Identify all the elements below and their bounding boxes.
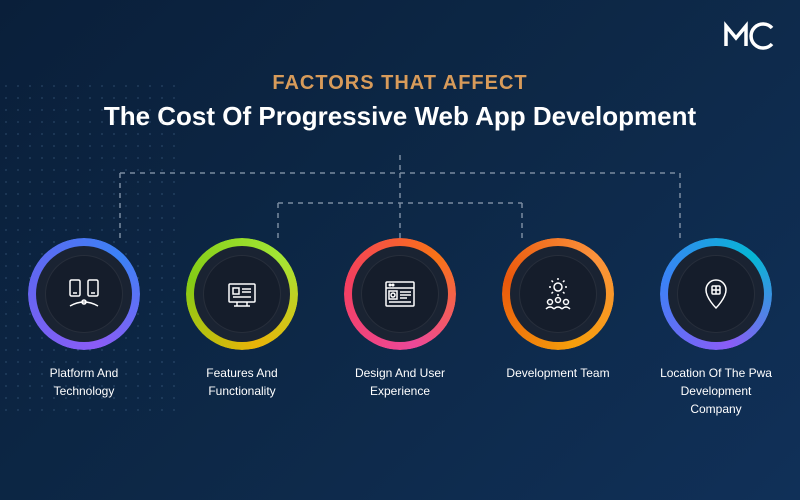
title-line-1: FACTORS THAT AFFECT — [0, 72, 800, 95]
factors-row: Platform And Technology Features And Fun… — [0, 240, 800, 418]
factor-platform: Platform And Technology — [24, 240, 144, 418]
factor-features: Features And Functionality — [182, 240, 302, 418]
factor-label: Design And User Experience — [340, 364, 460, 400]
factor-design: Design And User Experience — [340, 240, 460, 418]
factor-location: Location Of The Pwa Development Company — [656, 240, 776, 418]
location-icon — [696, 274, 736, 314]
factor-label: Development Team — [506, 364, 609, 382]
factor-label: Features And Functionality — [182, 364, 302, 400]
features-icon — [222, 274, 262, 314]
title-line-2: The Cost Of Progressive Web App Developm… — [0, 101, 800, 132]
factor-label: Location Of The Pwa Development Company — [656, 364, 776, 418]
header: FACTORS THAT AFFECT The Cost Of Progress… — [0, 0, 800, 132]
design-icon — [380, 274, 420, 314]
factor-team: Development Team — [498, 240, 618, 418]
brand-logo — [722, 18, 778, 57]
team-icon — [538, 274, 578, 314]
platform-icon — [64, 274, 104, 314]
factor-label: Platform And Technology — [24, 364, 144, 400]
